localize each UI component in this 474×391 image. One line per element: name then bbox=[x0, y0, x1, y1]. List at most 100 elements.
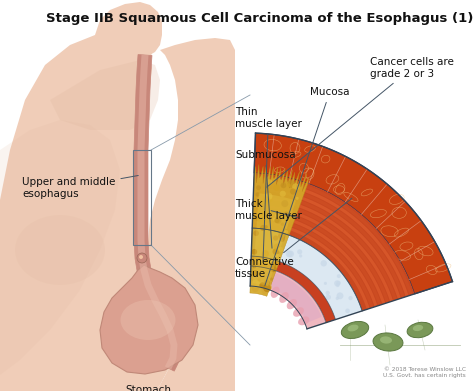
Circle shape bbox=[260, 212, 266, 218]
Circle shape bbox=[278, 247, 283, 252]
Ellipse shape bbox=[262, 283, 270, 294]
Circle shape bbox=[273, 184, 280, 191]
Circle shape bbox=[256, 185, 261, 190]
Polygon shape bbox=[253, 268, 322, 323]
Circle shape bbox=[270, 266, 277, 272]
Circle shape bbox=[336, 283, 339, 287]
Circle shape bbox=[286, 220, 289, 222]
Circle shape bbox=[286, 250, 292, 257]
Polygon shape bbox=[253, 212, 377, 307]
Circle shape bbox=[256, 217, 261, 221]
Circle shape bbox=[265, 283, 272, 291]
Text: Mucosa: Mucosa bbox=[265, 87, 349, 285]
Circle shape bbox=[265, 193, 273, 200]
Circle shape bbox=[296, 197, 299, 200]
Circle shape bbox=[337, 292, 344, 299]
Polygon shape bbox=[127, 55, 152, 100]
Circle shape bbox=[257, 278, 261, 282]
Circle shape bbox=[275, 217, 282, 224]
Polygon shape bbox=[253, 196, 393, 302]
Circle shape bbox=[139, 255, 143, 259]
Polygon shape bbox=[254, 179, 409, 297]
Circle shape bbox=[259, 245, 264, 250]
Circle shape bbox=[260, 225, 266, 231]
Circle shape bbox=[267, 197, 273, 203]
Ellipse shape bbox=[293, 307, 304, 317]
Circle shape bbox=[256, 215, 263, 222]
Text: Connective
tissue: Connective tissue bbox=[235, 198, 352, 279]
Circle shape bbox=[281, 183, 286, 188]
Polygon shape bbox=[252, 220, 370, 309]
Polygon shape bbox=[134, 54, 181, 371]
Ellipse shape bbox=[347, 325, 358, 332]
Text: Submucosa: Submucosa bbox=[235, 150, 296, 248]
Polygon shape bbox=[253, 194, 296, 286]
Ellipse shape bbox=[120, 300, 175, 340]
Circle shape bbox=[337, 281, 341, 285]
Circle shape bbox=[263, 284, 271, 292]
Circle shape bbox=[336, 297, 339, 300]
Polygon shape bbox=[137, 55, 177, 369]
Ellipse shape bbox=[271, 287, 280, 298]
Circle shape bbox=[273, 235, 278, 240]
Circle shape bbox=[292, 183, 300, 190]
Polygon shape bbox=[254, 183, 405, 298]
Ellipse shape bbox=[373, 333, 403, 351]
Circle shape bbox=[326, 294, 331, 300]
Circle shape bbox=[259, 282, 265, 289]
Circle shape bbox=[259, 214, 265, 221]
Circle shape bbox=[290, 188, 296, 195]
Circle shape bbox=[281, 200, 288, 207]
Text: Upper and middle
esophagus: Upper and middle esophagus bbox=[22, 176, 138, 199]
Circle shape bbox=[273, 254, 281, 261]
Text: Stage IIB Squamous Cell Carcinoma of the Esophagus (1): Stage IIB Squamous Cell Carcinoma of the… bbox=[46, 12, 474, 25]
Circle shape bbox=[252, 270, 258, 276]
Ellipse shape bbox=[380, 336, 392, 344]
Circle shape bbox=[270, 259, 275, 265]
Circle shape bbox=[288, 180, 295, 188]
Circle shape bbox=[264, 232, 268, 237]
Circle shape bbox=[280, 191, 286, 197]
Polygon shape bbox=[0, 120, 120, 375]
Circle shape bbox=[262, 196, 270, 204]
Circle shape bbox=[287, 251, 294, 257]
Polygon shape bbox=[254, 133, 453, 294]
Circle shape bbox=[283, 213, 287, 217]
Polygon shape bbox=[252, 173, 414, 311]
Circle shape bbox=[257, 246, 262, 251]
Circle shape bbox=[252, 280, 260, 288]
Circle shape bbox=[273, 244, 280, 250]
Circle shape bbox=[251, 249, 257, 255]
Circle shape bbox=[270, 261, 276, 267]
Ellipse shape bbox=[252, 280, 260, 292]
Circle shape bbox=[284, 212, 288, 216]
Text: Thin
muscle layer: Thin muscle layer bbox=[235, 107, 302, 260]
Circle shape bbox=[262, 216, 269, 224]
Circle shape bbox=[297, 249, 302, 255]
Circle shape bbox=[266, 259, 272, 265]
Circle shape bbox=[284, 230, 288, 234]
Circle shape bbox=[287, 183, 291, 187]
Circle shape bbox=[255, 192, 260, 197]
Polygon shape bbox=[253, 208, 382, 306]
Circle shape bbox=[278, 232, 285, 240]
Polygon shape bbox=[253, 200, 389, 303]
Text: Thick
muscle layer: Thick muscle layer bbox=[235, 199, 302, 221]
Circle shape bbox=[326, 291, 330, 295]
Circle shape bbox=[299, 254, 302, 258]
Circle shape bbox=[348, 296, 353, 300]
Polygon shape bbox=[254, 175, 412, 296]
Circle shape bbox=[275, 213, 278, 217]
Ellipse shape bbox=[413, 325, 423, 331]
Ellipse shape bbox=[15, 215, 105, 285]
Bar bbox=[133, 150, 151, 245]
Circle shape bbox=[262, 250, 269, 257]
Circle shape bbox=[320, 260, 327, 267]
Circle shape bbox=[270, 278, 273, 281]
Circle shape bbox=[324, 282, 327, 285]
Circle shape bbox=[137, 253, 147, 263]
Circle shape bbox=[273, 217, 276, 221]
Circle shape bbox=[271, 261, 276, 267]
Text: Stomach: Stomach bbox=[125, 385, 171, 391]
Polygon shape bbox=[0, 28, 170, 391]
